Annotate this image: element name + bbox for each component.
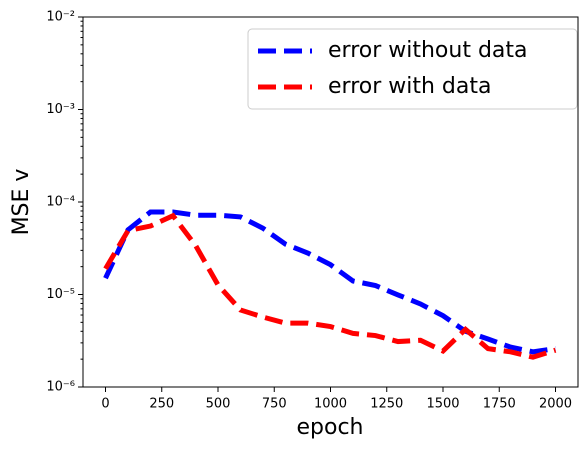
x-tick-label: 2000 — [539, 397, 572, 412]
y-tick-label: 10⁻⁶ — [46, 380, 75, 395]
y-tick-label: 10⁻⁴ — [46, 195, 75, 210]
x-tick-label: 1750 — [483, 397, 516, 412]
line-series — [103, 212, 557, 360]
x-tick-label: 0 — [101, 397, 109, 412]
x-tick-label: 1250 — [370, 397, 403, 412]
y-tick-label: 10⁻² — [46, 10, 75, 25]
x-tick-label: 1500 — [426, 397, 459, 412]
x-tick-label: 750 — [262, 397, 287, 412]
line-series — [103, 209, 556, 355]
x-axis-label: epoch — [297, 415, 364, 440]
legend-box — [247, 28, 578, 110]
plot-frame — [82, 16, 579, 388]
x-tick-label: 1000 — [314, 397, 347, 412]
y-tick-label: 10⁻⁵ — [46, 287, 75, 302]
legend-label: error without data — [328, 38, 528, 63]
y-tick-label: 10⁻³ — [46, 102, 75, 117]
y-axis-label: MSE v — [9, 169, 34, 236]
legend-label: error with data — [328, 74, 491, 99]
x-tick-label: 250 — [149, 397, 174, 412]
x-tick-label: 500 — [206, 397, 231, 412]
